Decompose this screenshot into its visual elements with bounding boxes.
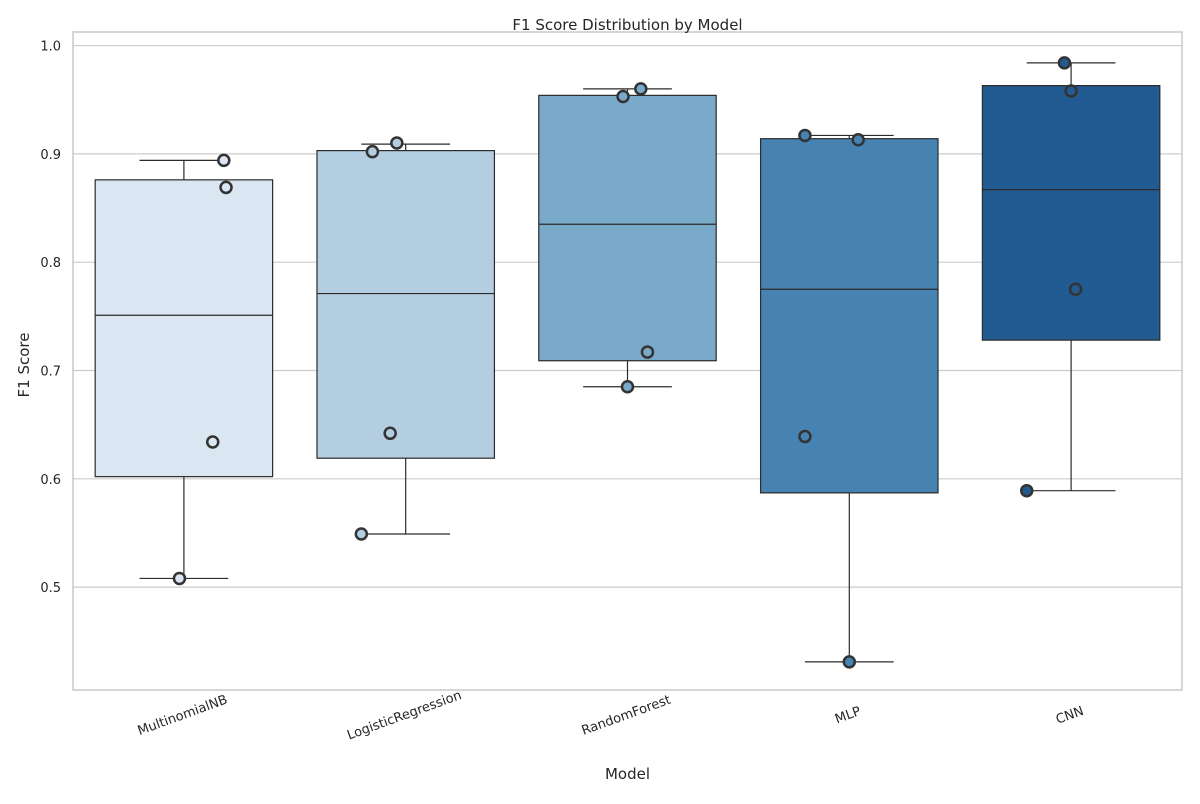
point-layer [172, 56, 1083, 669]
data-point [383, 426, 397, 441]
data-point [390, 136, 404, 150]
y-tick-labels: 0.5 0.6 0.7 0.8 0.9 1.0 [40, 40, 61, 597]
data-point [634, 82, 648, 96]
y-tick-label: 0.6 [40, 473, 61, 488]
x-tick-labels: MultinomialNB LogisticRegression RandomFor… [136, 688, 1086, 743]
data-point [851, 133, 865, 147]
box-layer [94, 62, 1161, 663]
y-tick-label: 0.5 [40, 581, 61, 596]
x-tick-label: RandomForest [580, 693, 673, 739]
y-axis-label: F1 Score [15, 333, 33, 398]
box-randomforest [538, 88, 717, 388]
data-point [798, 128, 812, 143]
data-point [217, 153, 231, 168]
box-body [759, 138, 939, 494]
data-point [172, 571, 187, 586]
box-body [538, 94, 717, 362]
box-multinomialnb [94, 159, 274, 580]
data-point [365, 144, 380, 159]
data-point [205, 435, 220, 449]
data-point [354, 527, 369, 541]
box-body [94, 179, 274, 478]
data-point [1068, 282, 1083, 296]
box-cnn [981, 62, 1161, 492]
x-tick-label: CNN [1054, 704, 1086, 728]
data-point [1057, 56, 1072, 70]
box-logisticregression [316, 143, 496, 535]
data-point [616, 89, 630, 104]
y-tick-label: 1.0 [40, 40, 61, 55]
box-mlp [759, 134, 939, 663]
box-body [981, 85, 1161, 341]
x-axis-label: Model [605, 765, 650, 783]
data-point [798, 429, 812, 444]
data-point [620, 379, 635, 394]
y-tick-label: 0.9 [40, 148, 61, 163]
data-point [1064, 84, 1078, 98]
chart-title: F1 Score Distribution by Model [512, 16, 742, 34]
y-tick-label: 0.8 [40, 256, 61, 271]
data-point [1019, 483, 1034, 498]
x-tick-label: LogisticRegression [345, 688, 463, 743]
box-body [316, 150, 496, 459]
x-tick-label: MLP [833, 704, 863, 727]
data-point [219, 180, 233, 195]
plot-frame [72, 31, 1183, 691]
data-point [640, 345, 655, 359]
data-point [842, 655, 857, 669]
x-tick-label: MultinomialNB [136, 693, 230, 739]
y-tick-label: 0.7 [40, 364, 61, 379]
